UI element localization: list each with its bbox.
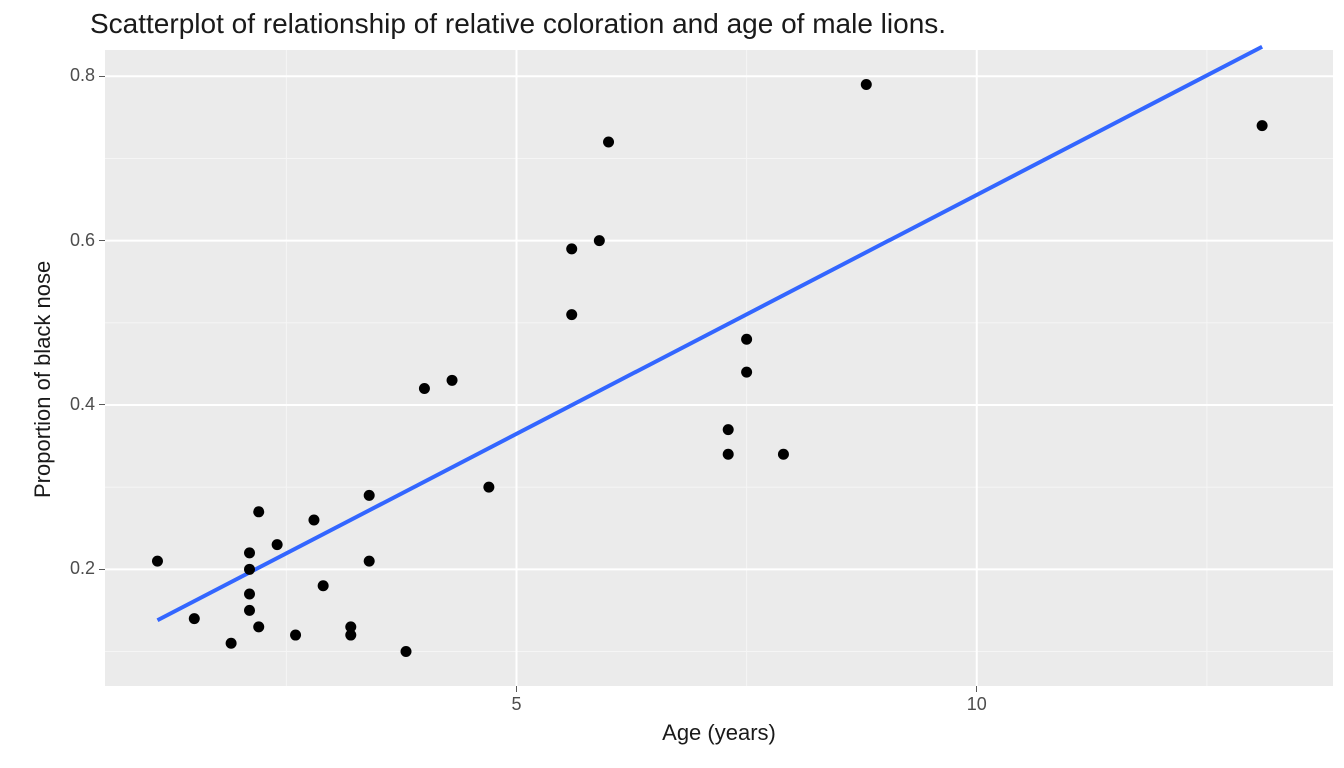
y-axis-label: Proportion of black nose [30, 261, 56, 498]
scatter-chart: Scatterplot of relationship of relative … [0, 0, 1344, 768]
x-tick-label: 10 [957, 694, 997, 715]
x-tick-mark [976, 686, 977, 692]
y-tick-label: 0.2 [55, 558, 95, 579]
chart-title: Scatterplot of relationship of relative … [90, 8, 946, 40]
y-tick-mark [99, 404, 105, 405]
plot-svg [105, 50, 1333, 686]
y-tick-label: 0.8 [55, 65, 95, 86]
y-tick-mark [99, 76, 105, 77]
y-tick-label: 0.4 [55, 394, 95, 415]
x-tick-label: 5 [496, 694, 536, 715]
y-tick-label: 0.6 [55, 230, 95, 251]
y-tick-mark [99, 240, 105, 241]
x-axis-label: Age (years) [105, 720, 1333, 746]
y-tick-mark [99, 569, 105, 570]
x-tick-mark [516, 686, 517, 692]
plot-panel [105, 50, 1333, 686]
